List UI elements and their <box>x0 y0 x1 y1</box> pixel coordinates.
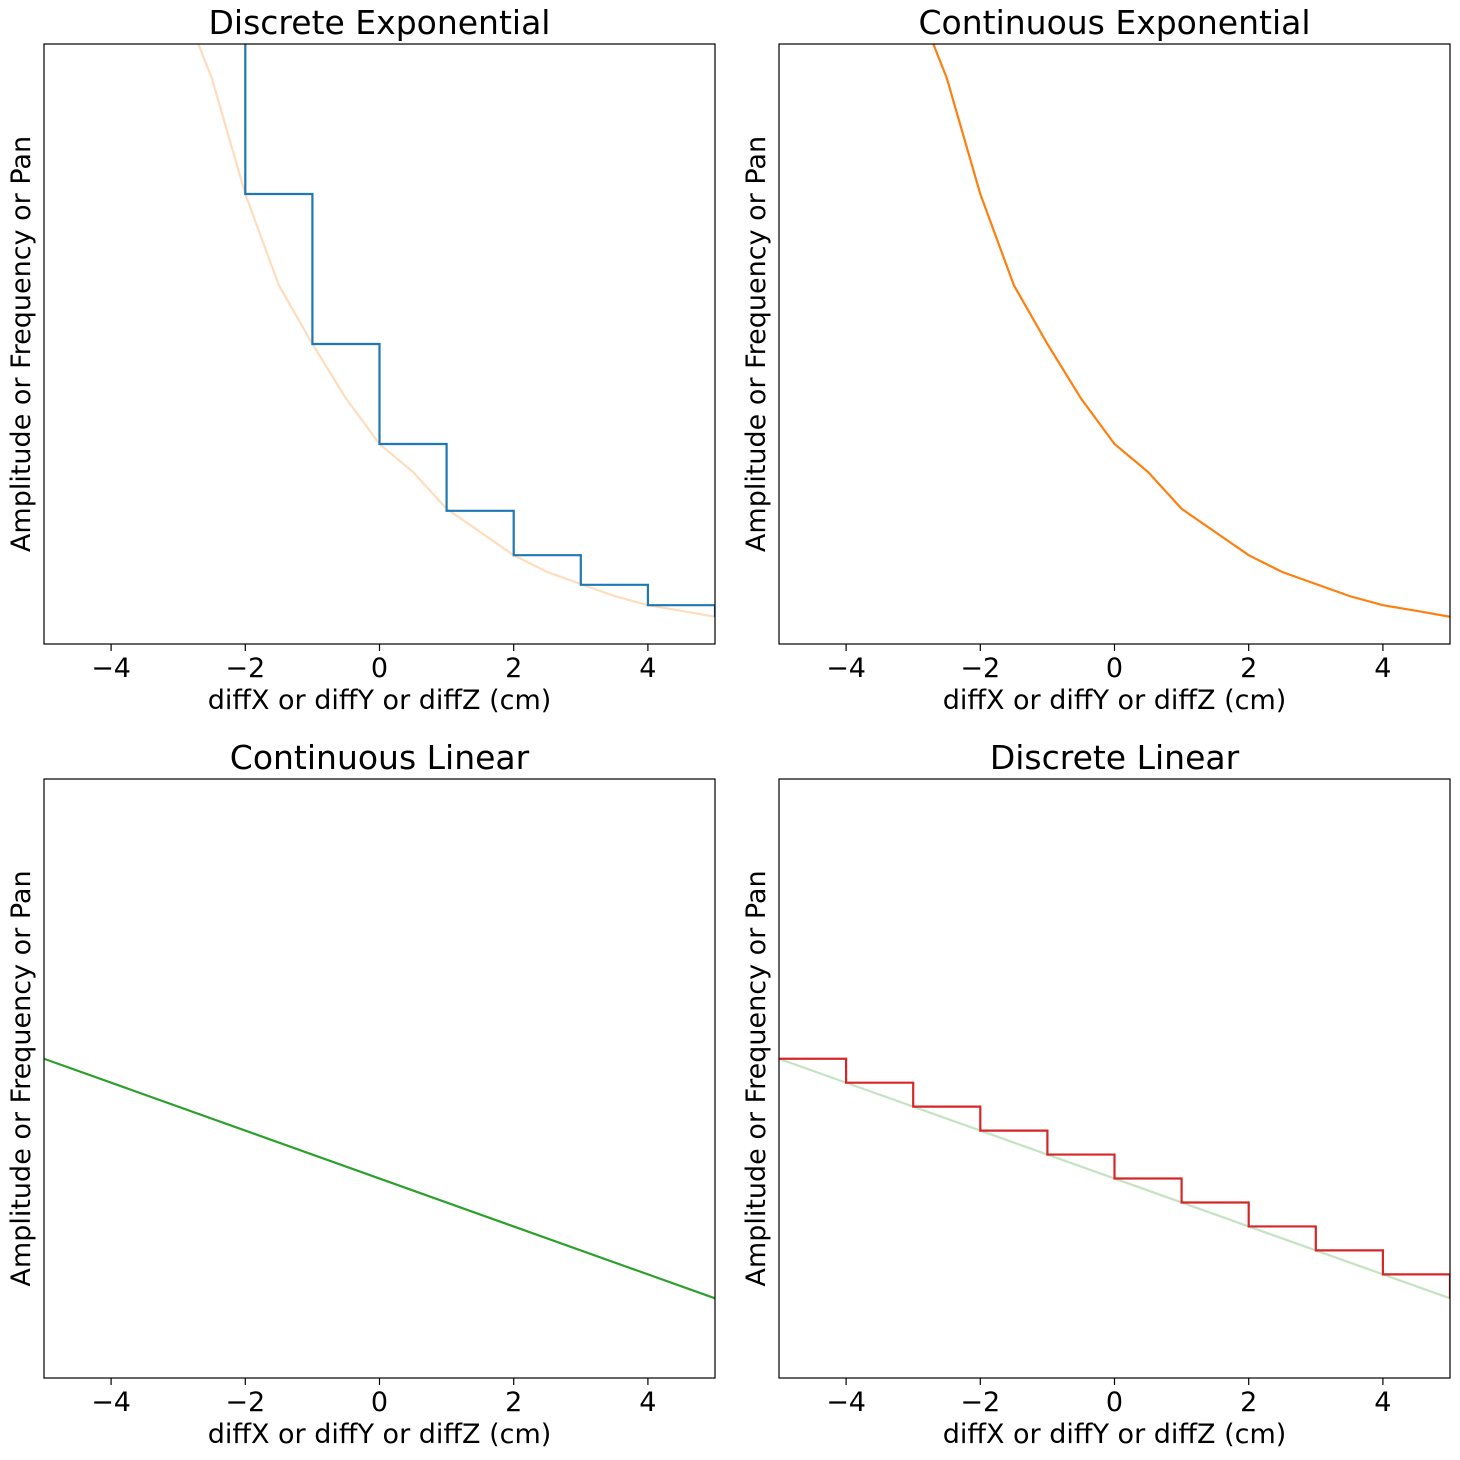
chart-title: Continuous Exponential <box>918 3 1310 42</box>
x-tick-label: −2 <box>960 653 1000 684</box>
x-tick-label: −2 <box>225 1387 265 1418</box>
x-tick-label: −4 <box>91 1387 131 1418</box>
x-tick-label: 2 <box>1240 653 1257 684</box>
x-tick-label: 0 <box>371 1387 388 1418</box>
chart-panel-0: −4 −2 0 2 4 Discrete Exponential diffX or diff… <box>6 3 716 716</box>
plot-frame <box>43 778 716 1379</box>
series-line-0-curve <box>932 44 1450 618</box>
x-tick-label: −4 <box>826 1387 866 1418</box>
chart-panel-3: −4 −2 0 2 4 Discrete Linear diffX or diffY or … <box>741 738 1451 1450</box>
y-axis-label: Amplitude or Frequency or Pan <box>6 136 37 552</box>
x-axis-label: diffX or diffY or diffZ (cm) <box>943 1419 1287 1450</box>
x-tick-label: 0 <box>1106 653 1123 684</box>
y-axis-label: Amplitude or Frequency or Pan <box>741 136 772 552</box>
y-axis-label: Amplitude or Frequency or Pan <box>6 870 37 1286</box>
chart-title: Discrete Exponential <box>209 3 551 42</box>
x-tick-label: 4 <box>639 653 656 684</box>
series-line-0-curve <box>197 44 715 618</box>
y-axis-label: Amplitude or Frequency or Pan <box>741 870 772 1286</box>
x-tick-label: −2 <box>225 653 265 684</box>
series-line-0-curve <box>44 1057 715 1300</box>
x-tick-label: 0 <box>371 653 388 684</box>
x-tick-label: −4 <box>91 653 131 684</box>
x-axis-label: diffX or diffY or diffZ (cm) <box>943 685 1287 716</box>
chart-panel-2: −4 −2 0 2 4 Continuous Linear diffX or diffY o… <box>6 738 716 1450</box>
chart-title: Discrete Linear <box>990 738 1240 777</box>
x-tick-label: 2 <box>505 1387 522 1418</box>
x-axis-label: diffX or diffY or diffZ (cm) <box>208 1419 552 1450</box>
plot-frame <box>778 778 1451 1379</box>
plot-frame <box>778 43 1451 645</box>
series-line-1-step <box>779 1057 1450 1299</box>
x-tick-label: 2 <box>1240 1387 1257 1418</box>
x-tick-label: 4 <box>1374 1387 1391 1418</box>
x-axis-label: diffX or diffY or diffZ (cm) <box>208 685 552 716</box>
x-tick-label: 2 <box>505 653 522 684</box>
chart-title: Continuous Linear <box>230 738 530 777</box>
x-tick-label: 4 <box>1374 653 1391 684</box>
x-tick-label: −4 <box>826 653 866 684</box>
x-tick-label: 0 <box>1106 1387 1123 1418</box>
x-tick-label: −2 <box>960 1387 1000 1418</box>
x-tick-label: 4 <box>639 1387 656 1418</box>
series-line-1-step <box>244 44 715 617</box>
chart-panel-1: −4 −2 0 2 4 Continuous Exponential diffX or di… <box>741 3 1451 716</box>
